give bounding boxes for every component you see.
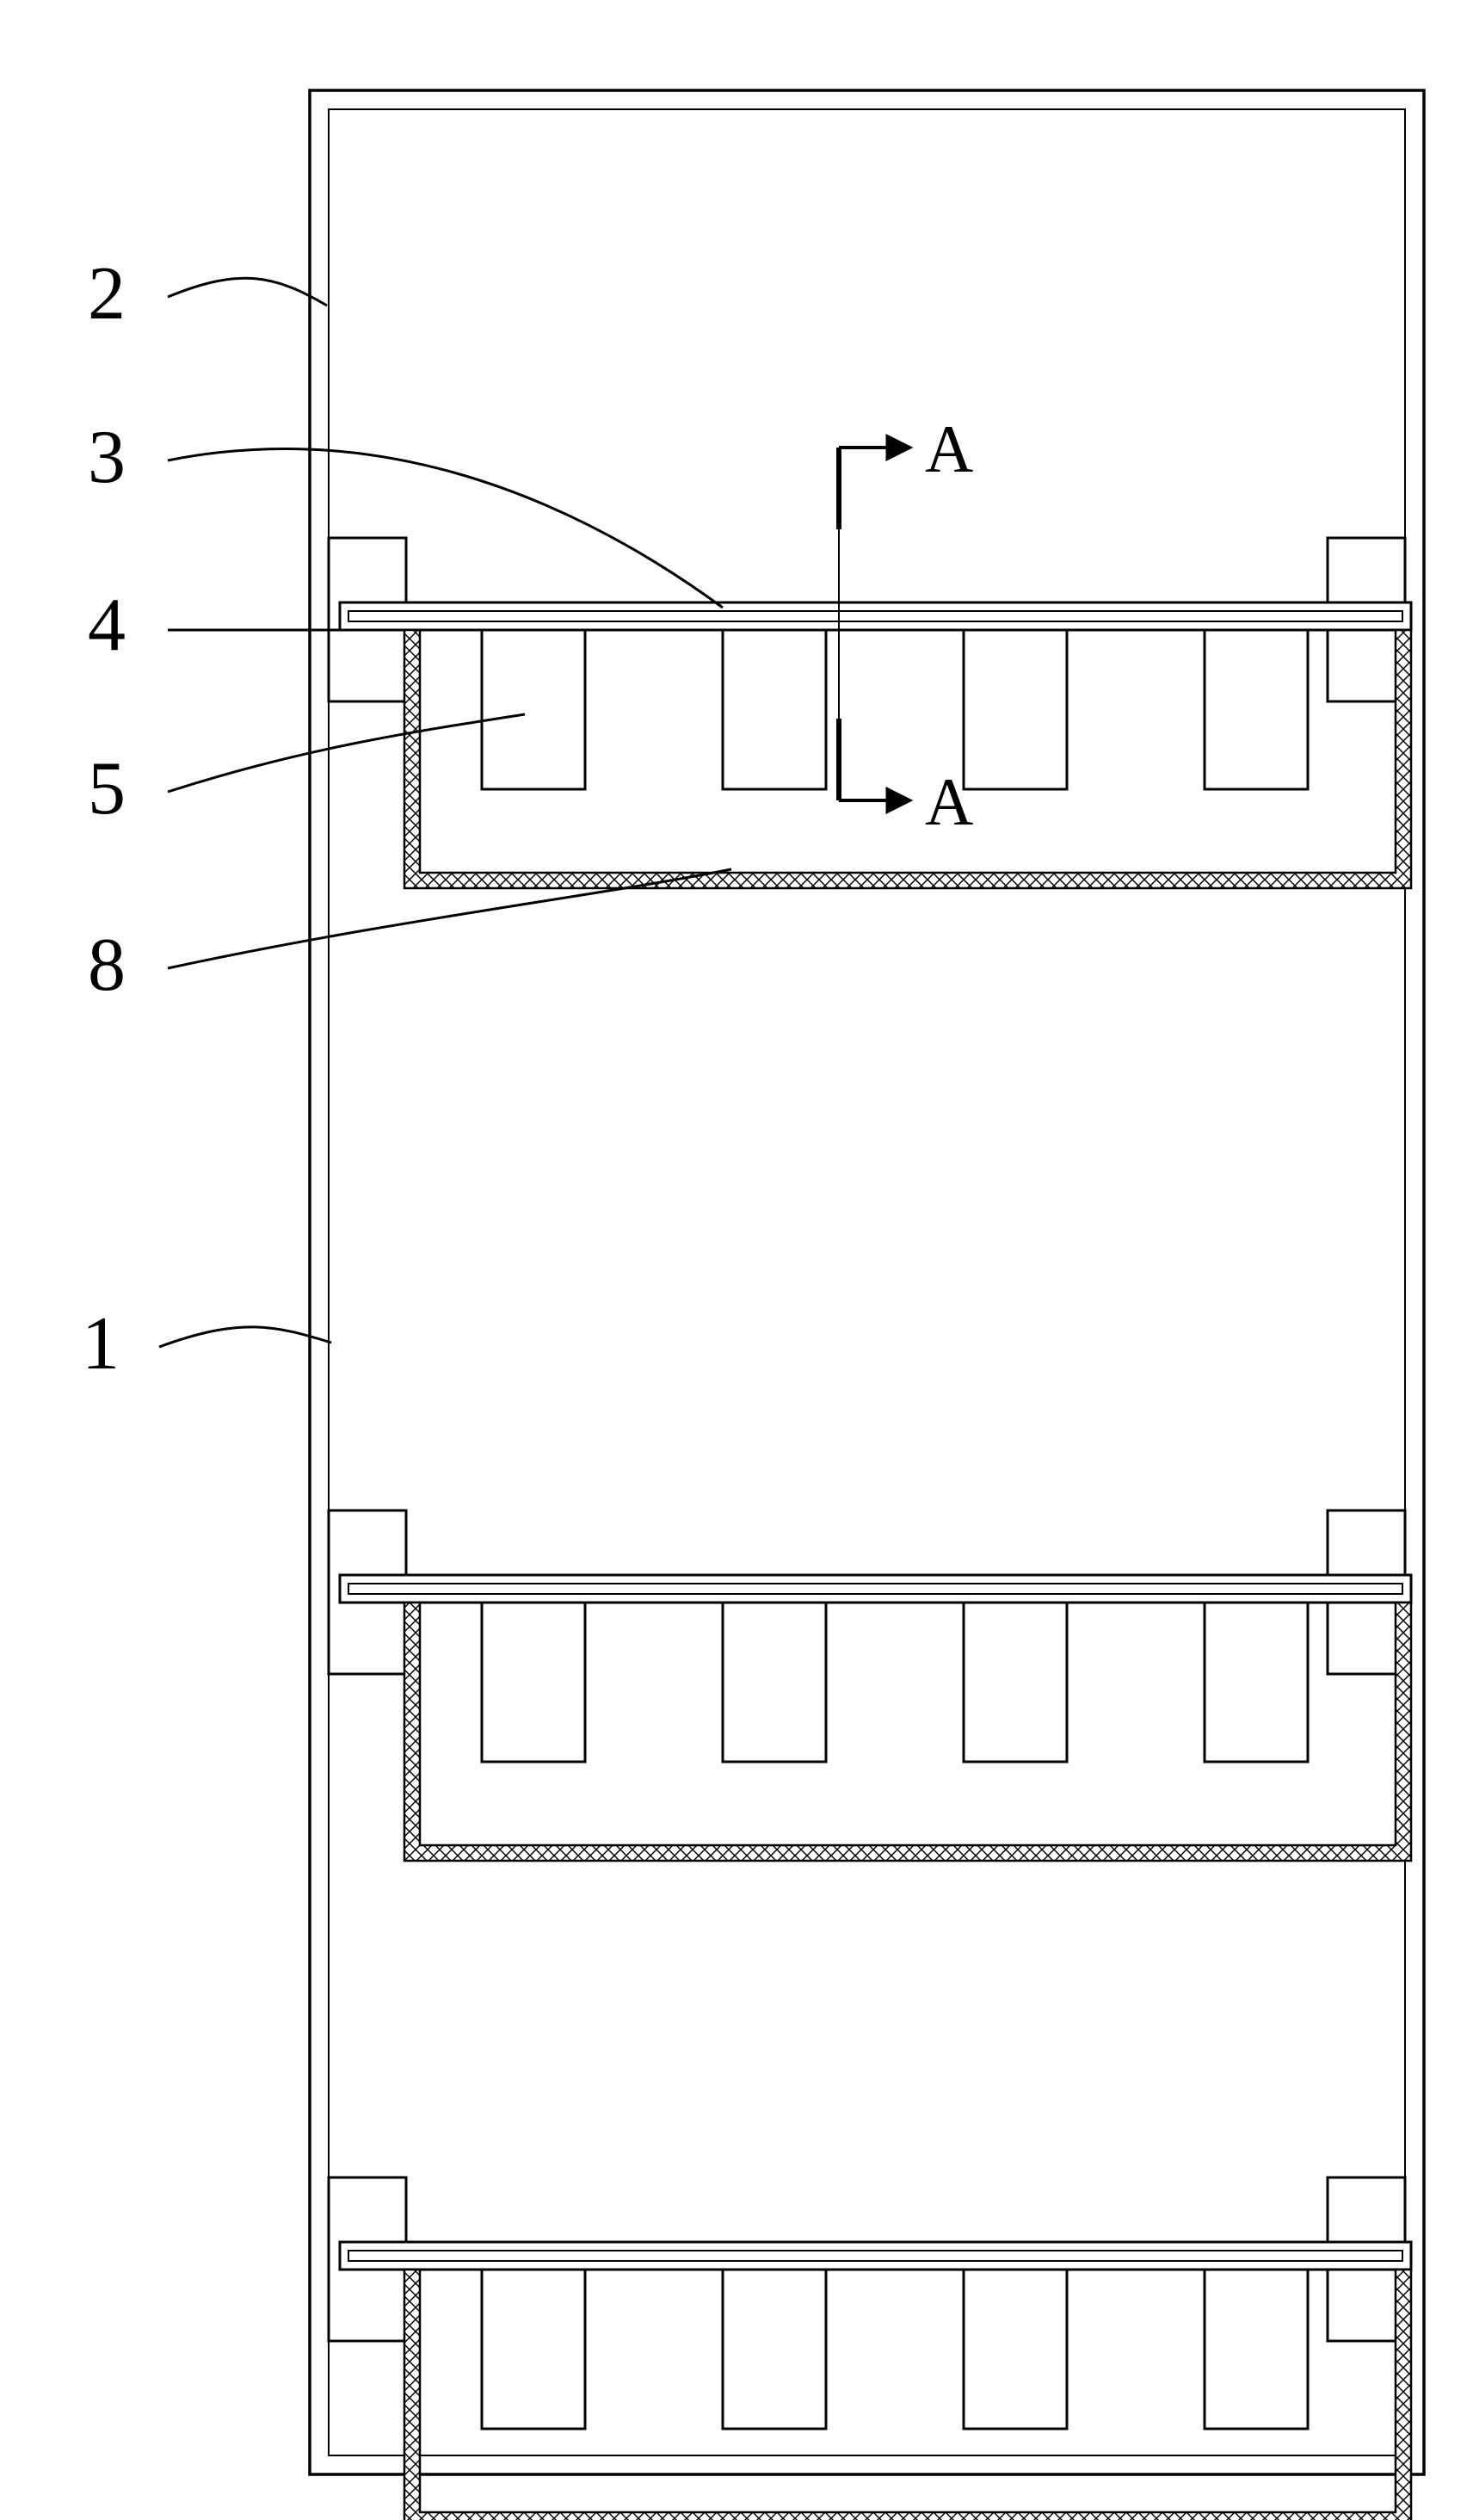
hanging-box-3	[964, 630, 1067, 789]
section-label-top: A	[925, 411, 973, 486]
hanging-box-2	[723, 1603, 826, 1762]
hanging-box-2	[723, 2270, 826, 2429]
hanging-box-3	[964, 1603, 1067, 1762]
hanging-box-2	[723, 630, 826, 789]
hanging-box-1	[482, 2270, 585, 2429]
hanging-box-3	[964, 2270, 1067, 2429]
section-label-bottom: A	[925, 764, 973, 839]
hanging-box-4	[1205, 1603, 1308, 1762]
leader-number-8: 8	[88, 923, 126, 1007]
hanging-box-4	[1205, 630, 1308, 789]
leader-number-3: 3	[88, 416, 126, 499]
shelf-bar	[340, 602, 1411, 630]
leader-number-1: 1	[82, 1302, 120, 1386]
leader-number-5: 5	[88, 747, 126, 831]
leader-number-2: 2	[88, 252, 126, 336]
shelf-bar	[340, 2242, 1411, 2270]
hanging-box-4	[1205, 2270, 1308, 2429]
hanging-box-1	[482, 630, 585, 789]
leader-number-4: 4	[88, 584, 126, 667]
hanging-box-1	[482, 1603, 585, 1762]
shelf-bar	[340, 1575, 1411, 1603]
